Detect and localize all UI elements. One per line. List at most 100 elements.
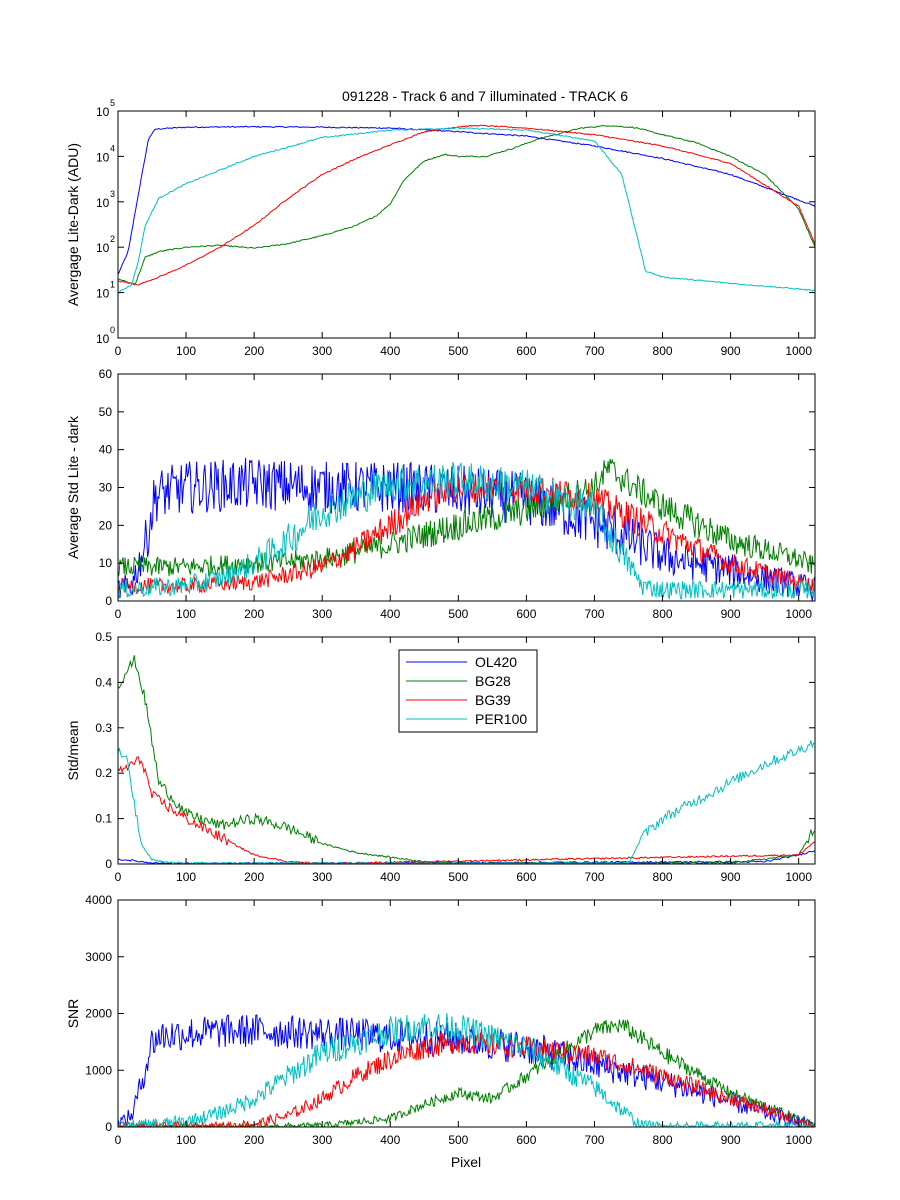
legend-box xyxy=(398,649,538,733)
x-axis-label: Pixel xyxy=(451,1154,481,1170)
x-tick-label: 200 xyxy=(244,870,264,884)
x-tick-label: 800 xyxy=(653,344,673,358)
y-tick-label: 0 xyxy=(105,857,112,871)
y-tick-label: 3000 xyxy=(85,950,112,964)
x-tick-label: 600 xyxy=(516,1133,536,1147)
y-tick-label: 50 xyxy=(99,405,113,419)
x-tick-label: 0 xyxy=(115,1133,122,1147)
series-line-bg28 xyxy=(118,124,815,286)
x-tick-label: 500 xyxy=(448,344,468,358)
series-line-bg39 xyxy=(118,124,815,286)
series-line-bg39 xyxy=(118,1032,815,1127)
x-tick-label: 900 xyxy=(721,870,741,884)
x-tick-label: 900 xyxy=(721,344,741,358)
y-axis-label: Std/mean xyxy=(65,721,81,781)
x-tick-label: 300 xyxy=(312,607,332,621)
y-tick-label: 1000 xyxy=(85,1063,112,1077)
x-tick-label: 700 xyxy=(584,1133,604,1147)
legend-label-per100: PER100 xyxy=(475,711,527,727)
figure-title: 091228 - Track 6 and 7 illuminated - TRA… xyxy=(342,88,628,104)
y-tick-label: 60 xyxy=(99,367,113,381)
x-tick-label: 900 xyxy=(721,607,741,621)
legend-label-bg28: BG28 xyxy=(475,673,511,689)
series-line-per100 xyxy=(118,127,815,294)
x-tick-label: 100 xyxy=(176,607,196,621)
y-tick-label: 0.2 xyxy=(95,766,112,780)
x-tick-label: 400 xyxy=(380,1133,400,1147)
panels: 0 100 200 300 400 500 600 700 800 900 100010010110… xyxy=(65,98,816,1147)
x-tick-label: 1000 xyxy=(785,344,812,358)
panel-3: 0 100 200 300 400 500 600 700 800 900 1000 0 0.1 0.2 0… xyxy=(65,630,816,884)
x-tick-label: 300 xyxy=(312,344,332,358)
x-tick-label: 300 xyxy=(312,1133,332,1147)
y-tick-label: 0 xyxy=(105,594,112,608)
x-tick-label: 800 xyxy=(653,607,673,621)
y-tick-label: 20 xyxy=(99,518,113,532)
panel-1: 0 100 200 300 400 500 600 700 800 900 100010010110… xyxy=(65,98,816,358)
x-tick-label: 400 xyxy=(380,344,400,358)
series-group xyxy=(118,124,815,294)
y-tick-label: 10 xyxy=(96,105,110,119)
y-tick-exponent: 0 xyxy=(110,325,115,335)
legend-label-bg39: BG39 xyxy=(475,692,511,708)
y-tick-label: 10 xyxy=(99,556,113,570)
y-tick-label: 10 xyxy=(96,150,110,164)
series-line-ol420 xyxy=(118,457,815,601)
x-tick-label: 0 xyxy=(115,870,122,884)
x-tick-label: 1000 xyxy=(785,1133,812,1147)
y-tick-label: 40 xyxy=(99,443,113,457)
y-tick-label: 4000 xyxy=(85,893,112,907)
series-line-ol420 xyxy=(118,125,815,275)
y-tick-label: 10 xyxy=(96,196,110,210)
x-tick-label: 1000 xyxy=(785,870,812,884)
x-tick-label: 400 xyxy=(380,870,400,884)
y-tick-label: 30 xyxy=(99,481,113,495)
y-tick-label: 0.4 xyxy=(95,675,112,689)
y-tick-label: 2000 xyxy=(85,1007,112,1021)
x-tick-label: 700 xyxy=(584,344,604,358)
x-tick-label: 900 xyxy=(721,1133,741,1147)
y-tick-label: 10 xyxy=(96,287,110,301)
y-tick-label: 0.1 xyxy=(95,812,112,826)
y-tick-label: 10 xyxy=(96,241,110,255)
x-tick-label: 700 xyxy=(584,870,604,884)
x-tick-label: 500 xyxy=(448,1133,468,1147)
x-tick-label: 800 xyxy=(653,1133,673,1147)
x-tick-label: 600 xyxy=(516,344,536,358)
y-tick-exponent: 5 xyxy=(110,98,115,108)
series-line-bg39 xyxy=(118,756,815,864)
y-tick-label: 10 xyxy=(96,332,110,346)
x-tick-label: 1000 xyxy=(785,607,812,621)
y-tick-exponent: 1 xyxy=(110,280,115,290)
x-tick-label: 200 xyxy=(244,1133,264,1147)
axes-frame xyxy=(117,110,816,339)
y-tick-label: 0.3 xyxy=(95,721,112,735)
x-tick-label: 100 xyxy=(176,1133,196,1147)
series-line-per100 xyxy=(118,461,815,600)
legend-label-ol420: OL420 xyxy=(475,654,517,670)
x-tick-label: 100 xyxy=(176,344,196,358)
series-line-per100 xyxy=(118,1012,815,1127)
x-tick-label: 500 xyxy=(448,870,468,884)
x-tick-label: 600 xyxy=(516,607,536,621)
panel-2: 0 100 200 300 400 500 600 700 800 900 1000 0 10 20 30 4… xyxy=(65,367,816,621)
y-tick-exponent: 2 xyxy=(110,234,115,244)
x-tick-label: 700 xyxy=(584,607,604,621)
axes-frame xyxy=(117,636,816,865)
y-axis-label: SNR xyxy=(65,999,81,1029)
series-group xyxy=(118,457,815,601)
x-tick-label: 200 xyxy=(244,607,264,621)
x-tick-label: 100 xyxy=(176,870,196,884)
x-tick-label: 400 xyxy=(380,607,400,621)
x-tick-label: 0 xyxy=(115,607,122,621)
x-tick-label: 600 xyxy=(516,870,536,884)
y-tick-exponent: 3 xyxy=(110,189,115,199)
panel-4: 0 100 200 300 400 500 600 700 800 900 1000 0 1000 200… xyxy=(65,893,816,1147)
series-line-ol420 xyxy=(118,1014,815,1127)
x-tick-label: 0 xyxy=(115,344,122,358)
y-tick-label: 0.5 xyxy=(95,630,112,644)
y-tick-exponent: 4 xyxy=(110,143,115,153)
x-tick-label: 300 xyxy=(312,870,332,884)
